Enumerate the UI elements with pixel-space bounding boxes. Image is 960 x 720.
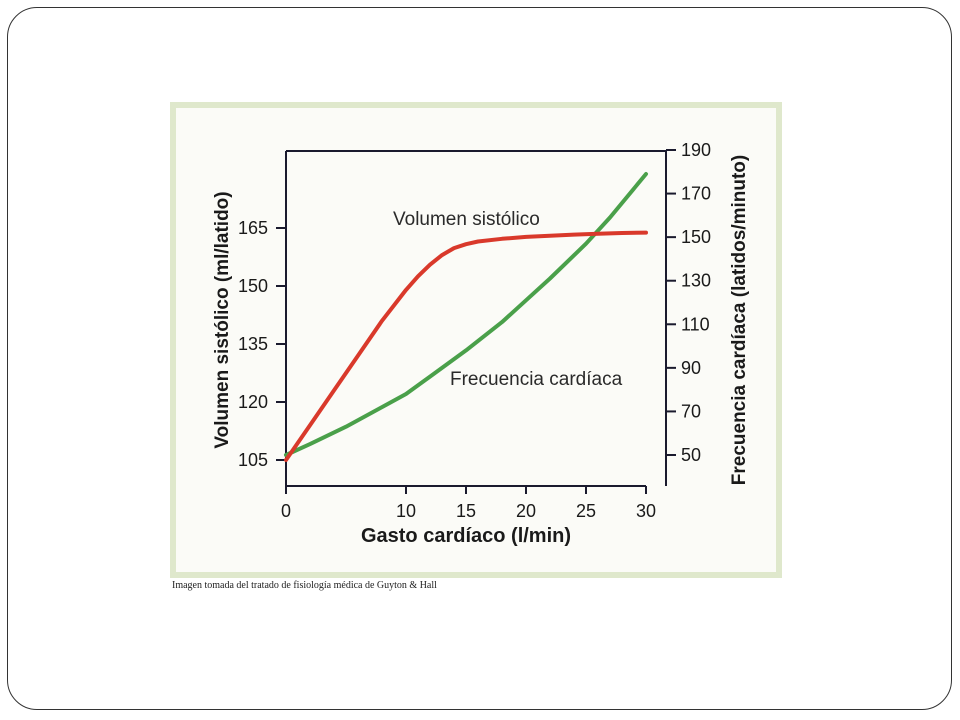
y-right-tick-label: 50 [681, 445, 701, 465]
axes-layer [276, 149, 676, 494]
labels-layer: 0 10 15 20 25 30 105 120 135 150 165 50 70 90 110 130 15… [212, 140, 750, 547]
heart-rate-line [284, 172, 648, 457]
y-left-tick-label: 165 [238, 218, 268, 238]
y-right-tick-label: 130 [681, 271, 711, 291]
y-right-tick-label: 70 [681, 401, 701, 421]
heart-rate-series-label: Frecuencia cardíaca [450, 369, 623, 390]
y-right-axis-title: Frecuencia cardíaca (latidos/minuto) [729, 155, 750, 485]
y-left-tick-label: 135 [238, 334, 268, 354]
y-right-tick-label: 150 [681, 227, 711, 247]
y-left-tick-label: 150 [238, 276, 268, 296]
y-left-tick-label: 105 [238, 450, 268, 470]
y-right-tick-label: 90 [681, 358, 701, 378]
y-right-tick-label: 190 [681, 140, 711, 160]
stroke-volume-series-label: Volumen sistólico [393, 209, 540, 230]
figure-caption: Imagen tomada del tratado de fisiología … [172, 580, 437, 591]
y-right-tick-label: 170 [681, 184, 711, 204]
x-tick-label: 30 [636, 501, 656, 521]
y-left-tick-label: 120 [238, 392, 268, 412]
x-tick-label: 0 [281, 501, 291, 521]
series-layer [284, 172, 648, 462]
x-tick-label: 25 [576, 501, 596, 521]
x-tick-label: 20 [516, 501, 536, 521]
y-right-tick-label: 110 [681, 314, 710, 334]
y-left-axis-title: Volumen sistólico (ml/latido) [212, 191, 233, 448]
x-tick-label: 10 [396, 501, 416, 521]
x-tick-label: 15 [456, 501, 476, 521]
x-axis-title: Gasto cardíaco (l/min) [361, 525, 571, 547]
stroke-volume-line [284, 230, 648, 462]
